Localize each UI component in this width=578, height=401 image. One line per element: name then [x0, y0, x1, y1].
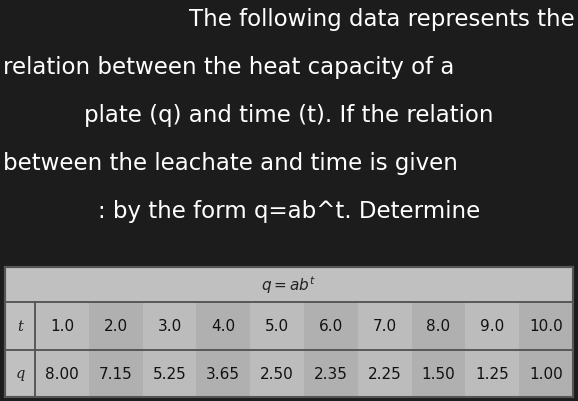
Bar [304, 302, 358, 397]
Text: 7.15: 7.15 [99, 366, 132, 381]
Text: 1.25: 1.25 [476, 366, 509, 381]
Bar [89, 302, 143, 397]
Text: t: t [17, 319, 23, 333]
Text: 9.0: 9.0 [480, 318, 505, 333]
Bar [5, 267, 573, 397]
Text: 3.65: 3.65 [206, 366, 240, 381]
Bar [35, 302, 89, 397]
Bar [250, 302, 304, 397]
Text: 1.50: 1.50 [421, 366, 455, 381]
Text: 5.0: 5.0 [265, 318, 289, 333]
Bar [358, 302, 412, 397]
Text: 3.0: 3.0 [157, 318, 181, 333]
Text: 4.0: 4.0 [211, 318, 235, 333]
Bar [143, 302, 197, 397]
Text: 5.25: 5.25 [153, 366, 186, 381]
Text: 2.0: 2.0 [103, 318, 128, 333]
Text: 6.0: 6.0 [319, 318, 343, 333]
Text: 8.00: 8.00 [45, 366, 79, 381]
Text: 2.35: 2.35 [314, 366, 348, 381]
Text: The following data represents the: The following data represents the [189, 8, 575, 31]
Bar [465, 302, 519, 397]
Bar [519, 302, 573, 397]
Text: between the leachate and time is given: between the leachate and time is given [3, 152, 458, 174]
Text: q: q [15, 367, 25, 380]
Text: 2.25: 2.25 [368, 366, 402, 381]
Bar [5, 267, 573, 397]
Text: plate (q) and time (t). If the relation: plate (q) and time (t). If the relation [84, 104, 494, 127]
Text: 10.0: 10.0 [529, 318, 563, 333]
Text: 8.0: 8.0 [427, 318, 451, 333]
Text: 1.00: 1.00 [529, 366, 563, 381]
Bar [412, 302, 465, 397]
Bar [197, 302, 250, 397]
Text: 7.0: 7.0 [373, 318, 397, 333]
Text: relation between the heat capacity of a: relation between the heat capacity of a [3, 56, 454, 79]
Text: 1.0: 1.0 [50, 318, 74, 333]
Text: 2.50: 2.50 [260, 366, 294, 381]
Text: : by the form q=ab^t. Determine: : by the form q=ab^t. Determine [98, 200, 480, 223]
Text: $q = ab^{t}$: $q = ab^{t}$ [261, 274, 317, 296]
